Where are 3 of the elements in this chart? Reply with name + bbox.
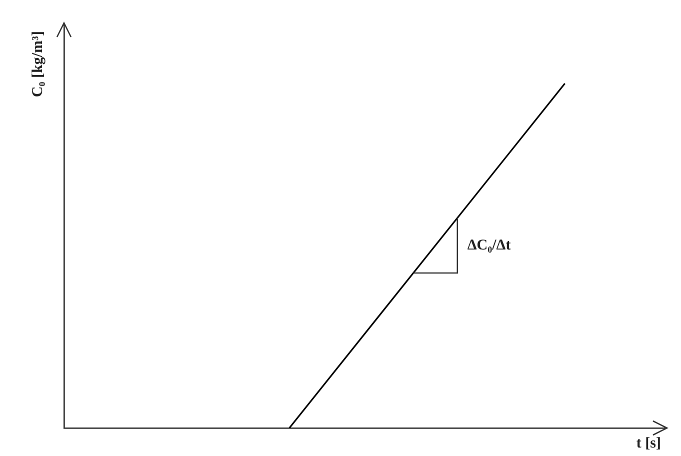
x-axis-title: t [s] <box>636 435 661 452</box>
annotation: ΔC₀/Δt <box>467 237 511 254</box>
y-axis-title: C₀ [kg/m³] <box>30 31 46 98</box>
